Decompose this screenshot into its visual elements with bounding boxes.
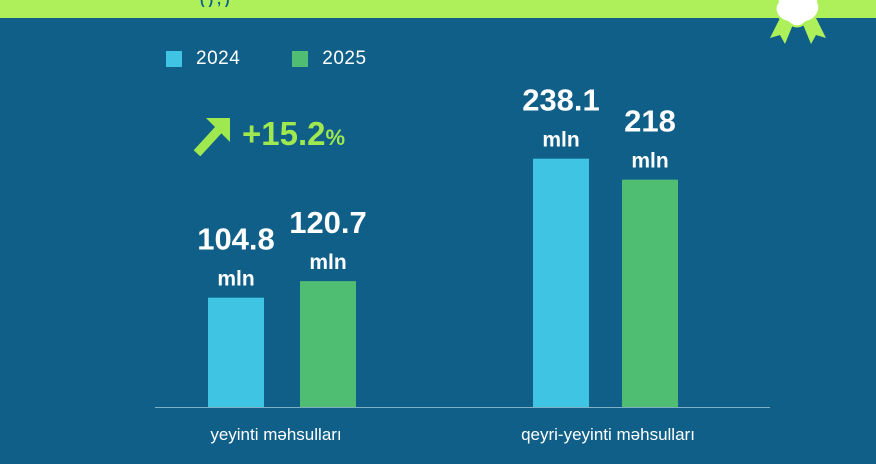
legend: 2024 2025 — [166, 48, 419, 70]
unit-label-2024-1: mln — [217, 268, 254, 291]
legend-label-2025: 2025 — [322, 48, 367, 69]
legend-swatch-2025 — [292, 51, 309, 67]
legend-item-2025: 2025 — [292, 48, 366, 70]
ribbon-badge-icon — [770, 0, 826, 44]
growth-value: +15.2% — [242, 115, 345, 153]
legend-label-2024: 2024 — [196, 48, 241, 69]
unit-label-2024-2: mln — [542, 129, 579, 152]
top-band: ( ) , ) — [0, 0, 876, 18]
bar-2025-1 — [300, 281, 356, 407]
growth-indicator: +15.2% — [192, 112, 345, 156]
bar-2025-2 — [622, 179, 678, 407]
bar-2024-2 — [533, 158, 589, 407]
header-text: ( ) , ) — [200, 0, 230, 7]
unit-label-2025-1: mln — [309, 251, 346, 274]
unit-label-2025-2: mln — [631, 150, 668, 173]
data-label-2024-2: 238.1 — [522, 83, 600, 118]
legend-item-2024: 2024 — [166, 48, 240, 70]
data-label-2025-1: 120.7 — [289, 205, 367, 240]
arrow-up-right-icon — [193, 118, 230, 156]
growth-number: +15.2 — [242, 115, 326, 152]
data-label-2025-2: 218 — [624, 104, 676, 139]
legend-swatch-2024 — [166, 51, 182, 67]
bar-2024-1 — [208, 297, 264, 407]
category-label-2: qeyri-yeyinti məhsulları — [521, 425, 695, 444]
category-label-1: yeyinti məhsulları — [210, 425, 341, 444]
data-label-2024-1: 104.8 — [197, 222, 275, 257]
growth-unit: % — [325, 125, 346, 150]
